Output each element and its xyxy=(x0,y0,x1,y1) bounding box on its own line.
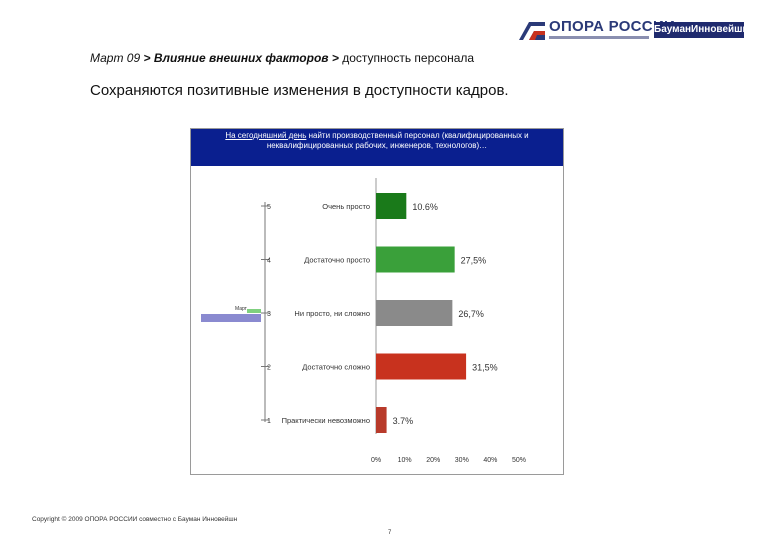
copyright: Copyright © 2009 ОПОРА РОССИИ совместно … xyxy=(32,516,238,523)
scale-label: 5 xyxy=(267,204,271,211)
value-label: 10.6% xyxy=(412,202,438,212)
scale-label: 2 xyxy=(267,365,271,372)
category-label: Ни просто, ни сложно xyxy=(294,309,370,318)
page-title: Сохраняются позитивные изменения в досту… xyxy=(90,82,509,99)
opora-logo-text: ОПОРА РОССИИ xyxy=(549,18,676,35)
question-text: найти производственный персонал (квалифи… xyxy=(266,131,529,150)
bar-chart: Март 5 Очень просто 10.6% 4 Достаточно просто… xyxy=(201,178,526,464)
side-marker-bar xyxy=(201,314,261,322)
page-number: 7 xyxy=(388,530,392,536)
category-label: Очень просто xyxy=(322,202,370,211)
category-label: Достаточно просто xyxy=(304,256,370,265)
category-label: Практически невозможно xyxy=(282,416,370,425)
breadcrumb-separator: > xyxy=(143,51,151,65)
x-tick-label: 30% xyxy=(455,457,469,464)
bauman-logo: БауманИнновейшн xyxy=(654,22,749,38)
x-tick-label: 50% xyxy=(512,457,526,464)
side-marker-label: Март xyxy=(235,306,248,312)
breadcrumb: Март 09 > Влияние внешних факторов > дос… xyxy=(90,51,474,65)
breadcrumb-date: Март 09 xyxy=(90,51,141,65)
x-tick-label: 20% xyxy=(426,457,440,464)
x-tick-label: 10% xyxy=(398,457,412,464)
bar xyxy=(376,300,453,326)
category-label: Достаточно сложно xyxy=(302,363,370,372)
opora-logo: ОПОРА РОССИИ xyxy=(519,16,675,44)
breadcrumb-topic: доступность персонала xyxy=(342,51,475,65)
side-marker-tick xyxy=(247,309,261,313)
flag-icon xyxy=(519,22,545,40)
bar xyxy=(376,246,455,273)
bar xyxy=(376,193,407,219)
x-tick-label: 40% xyxy=(483,457,497,464)
question-lead: На сегодняшний день xyxy=(225,131,307,140)
bar xyxy=(376,407,387,433)
opora-logo-tagline xyxy=(549,36,649,39)
value-label: 31,5% xyxy=(472,363,498,373)
question-header: На сегодняшний день найти производственн… xyxy=(191,129,563,166)
value-label: 27,5% xyxy=(461,256,487,266)
scale-label: 3 xyxy=(267,311,271,318)
value-label: 26,7% xyxy=(458,309,484,319)
breadcrumb-section: Влияние внешних факторов xyxy=(153,51,329,65)
scale-label: 4 xyxy=(267,258,271,265)
value-label: 3.7% xyxy=(393,416,414,426)
breadcrumb-separator: > xyxy=(331,51,339,65)
x-tick-label: 0% xyxy=(371,457,381,464)
scale-label: 1 xyxy=(267,418,271,425)
bar xyxy=(376,353,467,380)
